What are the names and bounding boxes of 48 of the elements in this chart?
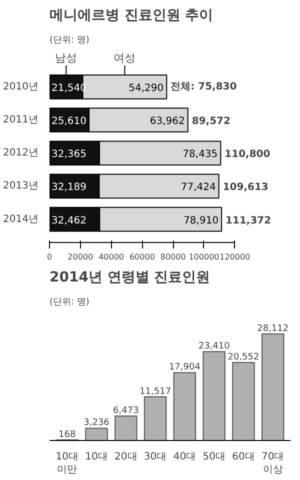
x-tick-label: 10대 xyxy=(85,452,108,462)
y-tick-label: 2014년 xyxy=(3,214,39,225)
data-label: 3,236 xyxy=(84,418,110,428)
x-tick-label: 60대 xyxy=(232,452,255,462)
x-tick-label: 30대 xyxy=(144,452,167,462)
x-tick-label: 40000 xyxy=(98,252,124,262)
total-label: 111,372 xyxy=(226,215,272,226)
data-label: 20,552 xyxy=(228,352,260,363)
data-label: 17,904 xyxy=(168,362,201,373)
data-label: 78,910 xyxy=(184,215,219,226)
data-label: 6,473 xyxy=(113,406,139,416)
data-label: 168 xyxy=(58,430,76,440)
x-tick-label: 20000 xyxy=(68,252,94,262)
data-label: 11,517 xyxy=(140,386,172,397)
data-label: 63,962 xyxy=(150,116,185,128)
data-label: 77,424 xyxy=(180,182,216,194)
y-tick-label: 2013년 xyxy=(3,180,39,192)
series-label: 여성 xyxy=(114,51,136,64)
x-tick-label: 120000 xyxy=(220,252,250,262)
total-label: 110,800 xyxy=(224,149,270,160)
data-label: 54,290 xyxy=(128,82,164,94)
total-label: 109,613 xyxy=(222,182,268,194)
x-tick-label: 80000 xyxy=(160,252,186,262)
total-label: 89,572 xyxy=(192,116,231,128)
y-tick-label: 2010년 xyxy=(3,81,39,92)
total-label: 전체: 75,830 xyxy=(170,81,237,92)
data-label: 32,189 xyxy=(52,182,86,194)
chart-title: 2014년 연령별 진료인원 xyxy=(50,270,210,286)
data-label: 32,462 xyxy=(52,215,86,226)
data-label: 23,410 xyxy=(198,342,230,352)
y-tick-label: 2012년 xyxy=(3,148,39,159)
y-tick-label: 2011년 xyxy=(3,114,39,126)
data-label: 32,365 xyxy=(52,149,86,160)
x-tick-label: 20대 xyxy=(114,452,138,462)
chart-subtitle: (단위: 명) xyxy=(50,298,90,308)
x-tick-label: 10대 미만 xyxy=(56,452,79,476)
data-label: 25,610 xyxy=(52,116,86,128)
x-tick-label: 0 xyxy=(46,252,52,262)
x-tick-label: 60000 xyxy=(129,252,155,262)
x-tick-label: 100000 xyxy=(188,252,220,262)
data-label: 78,435 xyxy=(182,149,218,160)
data-label: 28,112 xyxy=(257,324,289,334)
x-tick-label: 40대 xyxy=(173,452,196,462)
chart-title: 메니에르병 진료인원 추이 xyxy=(50,8,214,24)
x-tick-label: 70대 이상 xyxy=(262,452,284,476)
x-tick-label: 50대 xyxy=(202,452,226,462)
chart-subtitle: (단위: 명) xyxy=(50,36,90,46)
series-label: 남성 xyxy=(55,51,78,64)
